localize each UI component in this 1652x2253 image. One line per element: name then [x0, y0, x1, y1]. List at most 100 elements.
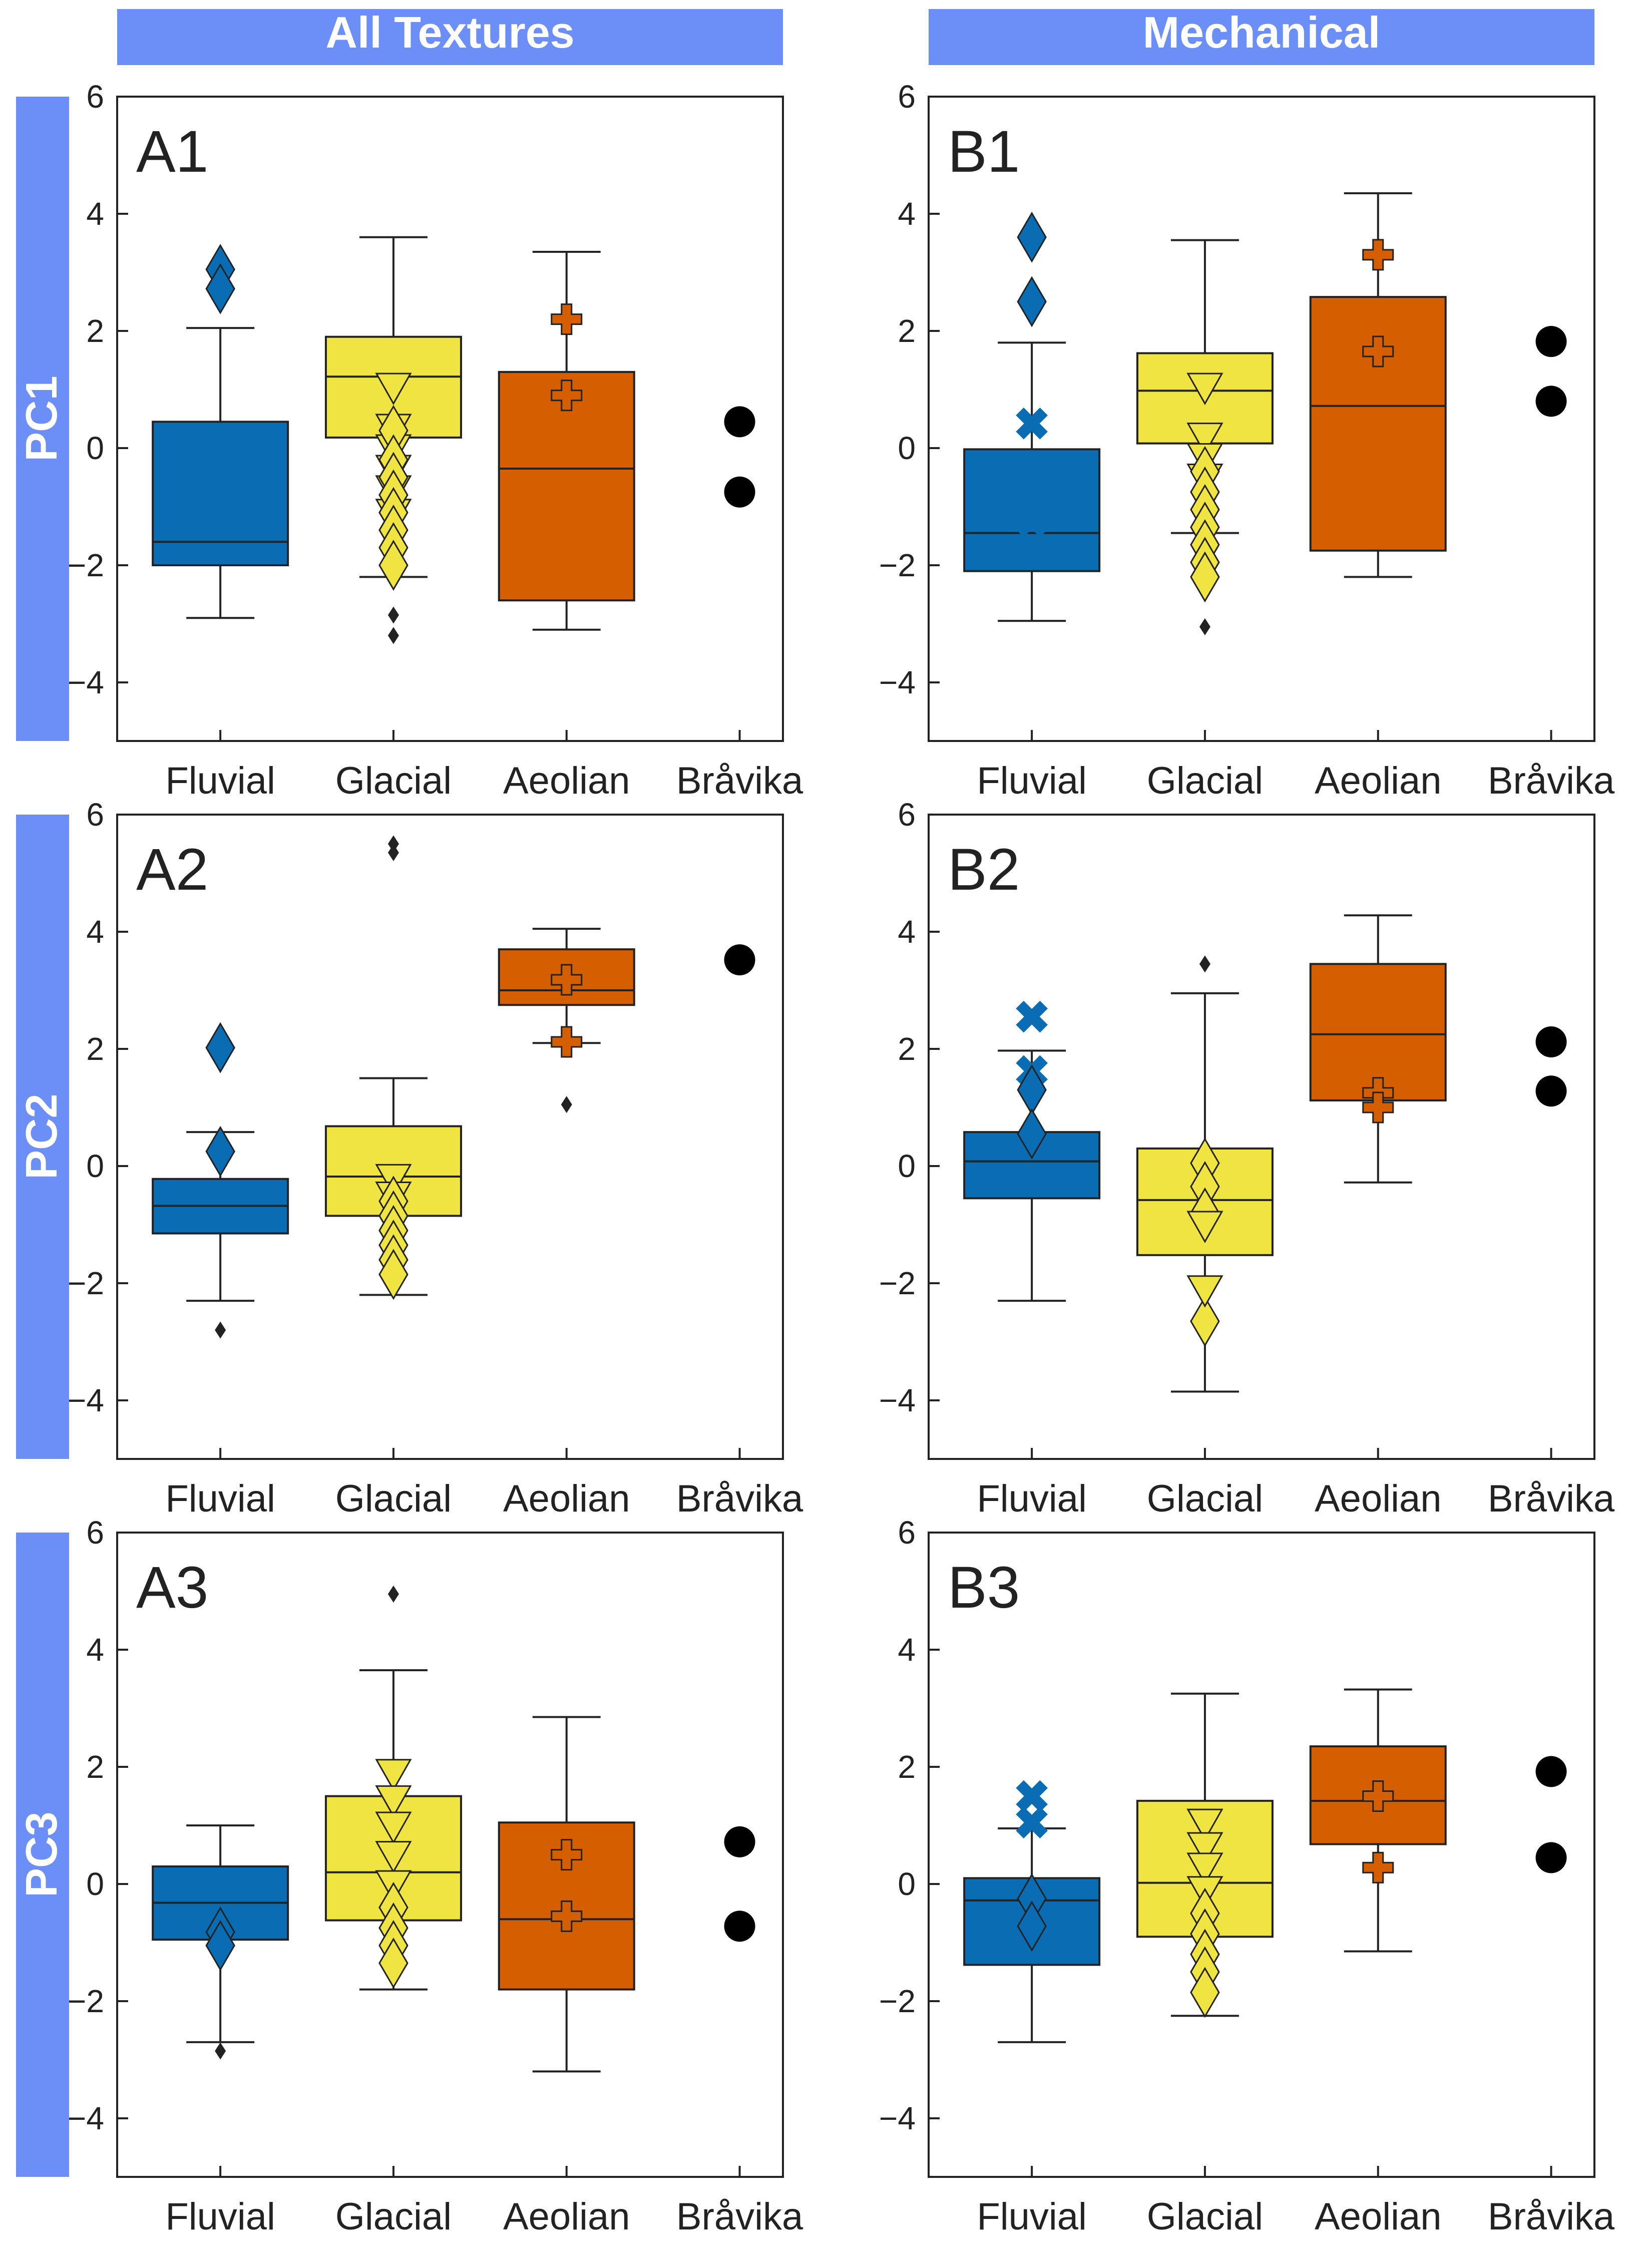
x-tick-label-fluvial: Fluvial: [165, 1477, 275, 1520]
triangle-marker-glacial: [1186, 1832, 1223, 1864]
diamond-marker-glacial: [378, 540, 408, 591]
plus-marker-aeolian: [551, 964, 583, 996]
panel-label: A1: [136, 119, 208, 185]
outlier-point-glacial: [387, 606, 399, 624]
x-tick-label-glacial: Glacial: [1147, 1477, 1263, 1520]
x-tick-label-fluvial: Fluvial: [165, 2195, 275, 2238]
x-tick-label-fluvial: Fluvial: [977, 1477, 1087, 1520]
y-tick-label: −2: [68, 547, 104, 583]
x-tick-label-br-vika: Bråvika: [676, 760, 803, 802]
cross-marker-shape: [1016, 474, 1048, 507]
y-tick-label: 4: [86, 1632, 104, 1668]
cross-marker-fluvial: [1016, 505, 1048, 538]
x-tick-label-glacial: Glacial: [335, 760, 452, 802]
x-tick-label-br-vika: Bråvika: [676, 2195, 803, 2238]
plot-frame: [928, 814, 1595, 1460]
triangle-marker-glacial: [1186, 423, 1223, 455]
bravika-point: [1535, 326, 1567, 357]
x-tick-label-glacial: Glacial: [335, 2195, 452, 2238]
y-tick-label: −4: [68, 1382, 104, 1418]
x-tick-label-aeolian: Aeolian: [1315, 760, 1442, 802]
triangle-marker-glacial: [1186, 1211, 1223, 1244]
bravika-point: [724, 1826, 755, 1857]
plot-frame: [116, 814, 784, 1460]
y-tick-label: 2: [898, 1031, 916, 1067]
cross-marker-fluvial: [1016, 1000, 1048, 1033]
outlier-point-glacial: [1199, 955, 1210, 973]
plot-frame: [928, 1532, 1595, 2178]
y-tick-label: 4: [898, 914, 916, 950]
y-tick-label: 6: [898, 797, 916, 833]
cross-marker-fluvial: [1016, 474, 1048, 507]
cross-marker-shape: [1016, 408, 1048, 440]
cross-marker-fluvial: [1016, 1806, 1048, 1838]
bravika-point: [724, 476, 755, 508]
cross-marker-fluvial: [1016, 408, 1048, 440]
bravika-point: [1535, 1075, 1567, 1107]
row-header-pc3: PC3: [17, 1811, 66, 1897]
panel-b2: −4 −2 0 2 4 6 Fluvial Glacial Aeolian Bråvika B2: [879, 797, 1615, 1520]
panel-b1: −4 −2 0 2 4 6 Fluvial Glacial Aeolian Bråvika B1: [879, 79, 1615, 802]
triangle-marker-glacial: [375, 372, 412, 406]
bravika-point: [1535, 1842, 1567, 1873]
cross-marker-fluvial: [1016, 1780, 1048, 1812]
y-tick-label: 6: [86, 1515, 104, 1551]
y-tick-label: 6: [86, 79, 104, 115]
y-tick-label: 0: [898, 1148, 916, 1184]
y-tick-label: 6: [86, 797, 104, 833]
x-tick-label-aeolian: Aeolian: [503, 760, 630, 802]
y-tick-label: −4: [68, 2100, 104, 2136]
triangle-marker-glacial: [375, 1759, 412, 1791]
panel-b3: −4 −2 0 2 4 6 Fluvial Glacial Aeolian Bråvika B3: [879, 1515, 1615, 2238]
x-tick-label-glacial: Glacial: [1147, 760, 1263, 802]
y-tick-label: 0: [898, 1866, 916, 1902]
row-header-bar-pc1: [16, 97, 69, 741]
row-header-bar-pc2: [16, 815, 69, 1459]
row-header-pc2: PC2: [17, 1093, 66, 1179]
plus-marker-aeolian: [551, 1839, 583, 1870]
x-tick-label-aeolian: Aeolian: [503, 1477, 630, 1520]
diamond-marker-glacial: [1190, 1967, 1220, 2018]
y-tick-label: 2: [898, 313, 916, 349]
cross-marker-shape: [1016, 1000, 1048, 1033]
x-tick-label-br-vika: Bråvika: [676, 1477, 803, 1520]
plus-marker-aeolian: [551, 303, 583, 335]
panel-label: B3: [948, 1555, 1020, 1621]
triangle-marker-glacial: [1186, 1275, 1223, 1308]
panel-label: B1: [948, 119, 1020, 185]
triangle-marker-glacial: [375, 1811, 412, 1844]
triangle-marker-glacial: [1186, 1808, 1223, 1841]
y-tick-label: 4: [86, 196, 104, 232]
triangle-marker-glacial: [375, 1785, 412, 1818]
diamond-marker-fluvial: [205, 263, 235, 314]
plus-marker-aeolian: [551, 380, 583, 412]
y-tick-label: 2: [86, 1749, 104, 1785]
outlier-point-glacial: [387, 844, 399, 862]
y-tick-label: 6: [898, 79, 916, 115]
y-tick-label: −4: [879, 2100, 916, 2136]
diamond-marker-fluvial: [1017, 1108, 1047, 1160]
plot-frame: [116, 96, 784, 742]
panel-a3: −4 −2 0 2 4 6 Fluvial Glacial Aeolian Bråvika A3: [68, 1515, 803, 2238]
diamond-marker-fluvial: [1017, 1901, 1047, 1952]
outlier-point-aeolian: [561, 1096, 572, 1113]
y-tick-label: 0: [86, 1148, 104, 1184]
panel-label: A3: [136, 1555, 208, 1621]
plus-marker-aeolian: [1362, 1780, 1394, 1812]
column-header-all-textures: All Textures: [325, 8, 574, 57]
x-tick-label-br-vika: Bråvika: [1488, 1477, 1615, 1520]
diamond-marker-fluvial: [205, 1125, 235, 1177]
y-tick-label: 2: [86, 313, 104, 349]
x-tick-label-fluvial: Fluvial: [977, 760, 1087, 802]
box-aeolian: [1309, 296, 1447, 552]
cross-marker-shape: [1016, 1806, 1048, 1838]
cross-marker-shape: [1016, 1780, 1048, 1812]
row-header-pc1: PC1: [17, 376, 66, 461]
diamond-marker-fluvial: [1017, 276, 1047, 327]
diamond-marker-fluvial: [1017, 211, 1047, 263]
box-fluvial: [152, 421, 289, 566]
diamond-marker-fluvial: [205, 1920, 235, 1971]
diamond-marker-fluvial: [1017, 1064, 1047, 1115]
plus-marker-aeolian: [1362, 1091, 1394, 1123]
bravika-point: [724, 406, 755, 438]
